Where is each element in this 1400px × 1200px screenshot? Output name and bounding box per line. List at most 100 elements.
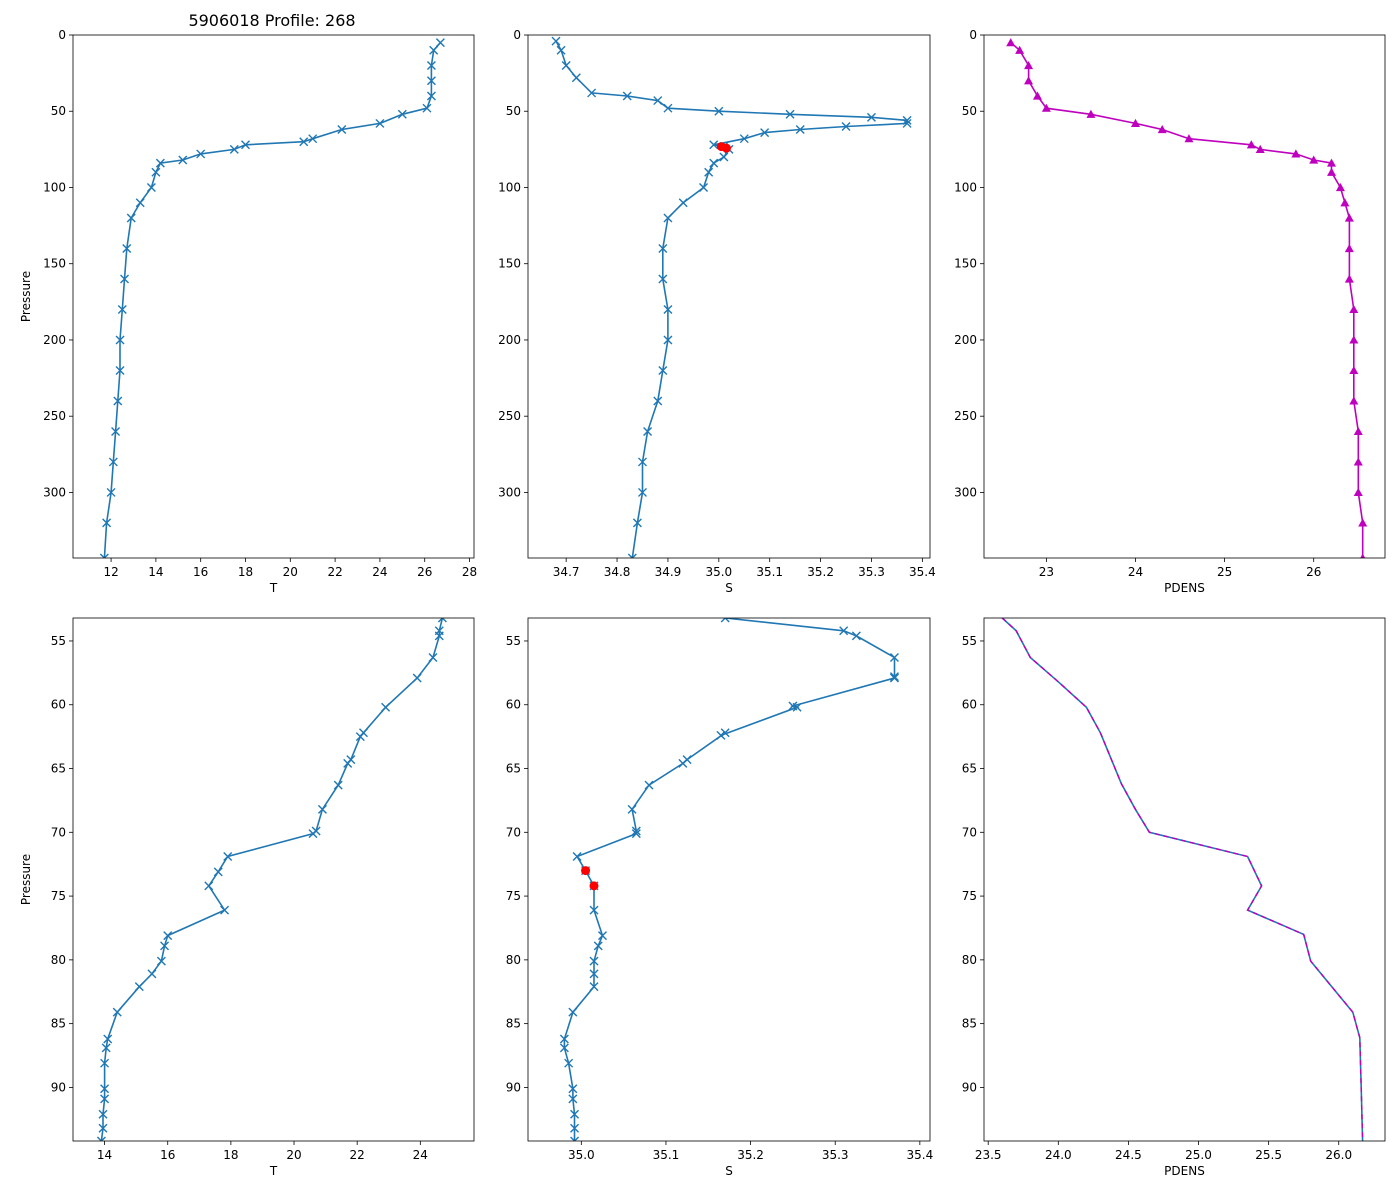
x-marker (889, 673, 899, 683)
x-tick-label: 35.3 (822, 1148, 849, 1162)
x-marker (622, 91, 632, 101)
x-marker (572, 852, 582, 862)
x-marker (98, 1109, 108, 1119)
figure-title: 5906018 Profile: 268 (188, 11, 355, 30)
x-marker (122, 243, 132, 253)
triangle-marker (1157, 125, 1167, 134)
x-marker (785, 109, 795, 119)
x-marker (564, 1058, 574, 1068)
y-tick-label: 65 (962, 762, 977, 776)
x-marker (714, 106, 724, 116)
x-marker (100, 1084, 110, 1094)
axes-frame (72, 617, 475, 1142)
x-tick-label: 24.0 (1045, 1148, 1072, 1162)
triangle-marker (1353, 487, 1363, 497)
x-marker (631, 826, 641, 836)
x-marker (375, 118, 385, 128)
triangle-marker (1344, 243, 1354, 253)
x-marker (719, 152, 729, 162)
x-marker (426, 91, 436, 101)
x-tick-label: 22 (327, 565, 342, 579)
x-marker (308, 134, 318, 144)
x-marker (627, 553, 637, 558)
triangle-marker (1349, 335, 1359, 344)
triangle-marker (1358, 518, 1368, 527)
triangle-marker (1015, 45, 1025, 54)
x-marker (337, 125, 347, 135)
x-tick-label: 14 (148, 565, 163, 579)
x-tick-label: 16 (160, 1148, 175, 1162)
x-marker (434, 631, 444, 641)
y-tick-label: 100 (954, 180, 977, 194)
y-tick-label: 60 (506, 698, 521, 712)
x-marker (589, 969, 599, 979)
y-tick-label: 75 (506, 889, 521, 903)
x-tick-label: 26 (417, 565, 432, 579)
x-marker (561, 61, 571, 70)
x-tick-label: 25.5 (1255, 1148, 1282, 1162)
x-marker (99, 553, 109, 558)
x-marker (653, 396, 663, 406)
x-tick-label: 14 (97, 1148, 112, 1162)
x-marker (709, 158, 719, 168)
profile-line (1010, 41, 1364, 558)
y-tick-label: 0 (969, 28, 977, 42)
triangle-marker (1024, 76, 1034, 85)
y-tick-label: 60 (962, 698, 977, 712)
triangle-marker (1086, 109, 1096, 118)
panel-sal-full: 34.7 34.8 34.9 35.0 35.1 35.2 35.3 35.4 0 50 100 15… (498, 28, 936, 595)
x-marker (437, 618, 447, 623)
x-marker (556, 45, 566, 55)
y-tick-label: 200 (954, 333, 977, 347)
x-marker (426, 76, 436, 86)
axes-frame (983, 34, 1386, 559)
x-tick-label: 34.8 (604, 565, 631, 579)
x-marker (637, 487, 647, 497)
x-marker (593, 941, 603, 951)
triangle-marker (1024, 60, 1034, 70)
x-marker (317, 804, 327, 814)
x-tick-label: 18 (223, 1148, 238, 1162)
profile-line (103, 42, 442, 558)
triangle-marker (1353, 457, 1363, 466)
x-tick-label: 25.0 (1185, 1148, 1212, 1162)
x-marker (709, 140, 719, 150)
x-tick-label: 34.7 (553, 565, 580, 579)
x-axis-label: T (269, 581, 278, 595)
y-tick-label: 50 (51, 104, 66, 118)
y-tick-label: 150 (43, 257, 66, 271)
y-tick-label: 100 (43, 180, 66, 194)
x-marker (117, 304, 127, 314)
profile-line (100, 618, 444, 1141)
x-tick-label: 20 (283, 565, 298, 579)
x-marker (397, 109, 407, 119)
x-tick-label: 35.4 (909, 565, 936, 579)
x-axis-label: S (725, 581, 733, 595)
triangle-marker (1291, 149, 1301, 158)
axes-frame (72, 34, 475, 559)
y-tick-label: 50 (506, 104, 521, 118)
x-marker (568, 1007, 578, 1017)
x-tick-label: 24 (413, 1148, 428, 1162)
x-marker (551, 36, 561, 46)
x-marker (155, 158, 165, 168)
x-tick-label: 23.5 (975, 1148, 1002, 1162)
y-tick-label: 85 (51, 1017, 66, 1031)
x-marker (587, 88, 597, 98)
x-tick-label: 25 (1217, 565, 1232, 579)
x-marker (559, 1043, 569, 1053)
y-tick-label: 200 (498, 333, 521, 347)
x-tick-label: 35.0 (568, 1148, 595, 1162)
x-axis-label: S (725, 1164, 733, 1178)
x-marker (720, 618, 730, 623)
x-marker (653, 96, 663, 106)
panels: 12 14 16 18 20 22 24 26 28050100150200250300TPre… (19, 28, 1386, 1178)
x-marker (120, 274, 130, 284)
x-marker (704, 167, 714, 177)
x-marker (355, 732, 365, 742)
triangle-marker (1006, 38, 1016, 47)
panel-temp-zoom: 14 16 18 20 22 24 55 60 65 70 75 80 85 90 T Pressure (19, 617, 475, 1178)
y-tick-label: 80 (51, 953, 66, 967)
x-marker (422, 103, 432, 113)
triangle-marker (1344, 274, 1354, 283)
